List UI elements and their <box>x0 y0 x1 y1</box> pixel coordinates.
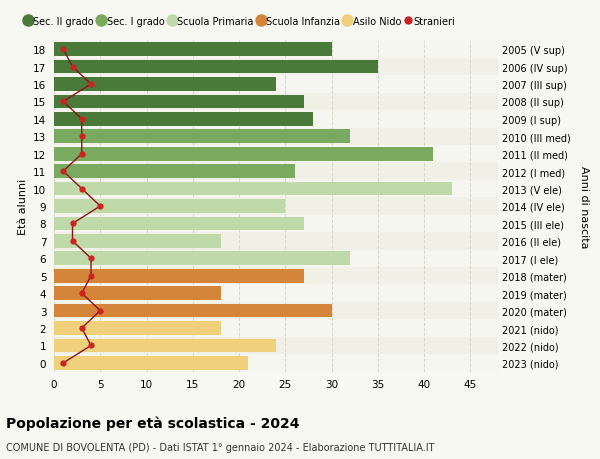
Bar <box>54 165 295 179</box>
Bar <box>54 180 498 198</box>
Bar <box>54 111 498 128</box>
Text: Popolazione per età scolastica - 2024: Popolazione per età scolastica - 2024 <box>6 415 299 430</box>
Y-axis label: Età alunni: Età alunni <box>17 179 28 235</box>
Bar <box>54 95 304 109</box>
Bar <box>54 235 221 248</box>
Y-axis label: Anni di nascita: Anni di nascita <box>579 165 589 248</box>
Bar <box>54 285 498 302</box>
Bar <box>54 41 498 59</box>
Text: COMUNE DI BOVOLENTA (PD) - Dati ISTAT 1° gennaio 2024 - Elaborazione TUTTITALIA.: COMUNE DI BOVOLENTA (PD) - Dati ISTAT 1°… <box>6 442 434 452</box>
Bar <box>54 250 498 268</box>
Bar <box>54 356 248 370</box>
Bar <box>54 217 304 231</box>
Bar <box>54 215 498 233</box>
Bar <box>54 130 350 144</box>
Bar <box>54 182 452 196</box>
Bar <box>54 269 304 283</box>
Bar <box>54 200 285 213</box>
Bar <box>54 319 498 337</box>
Bar <box>54 146 498 163</box>
Bar <box>54 78 276 92</box>
Bar <box>54 354 498 372</box>
Bar <box>54 304 331 318</box>
Legend: Sec. II grado, Sec. I grado, Scuola Primaria, Scuola Infanzia, Asilo Nido, Stran: Sec. II grado, Sec. I grado, Scuola Prim… <box>22 13 459 31</box>
Bar <box>54 252 350 265</box>
Bar <box>54 339 276 353</box>
Bar <box>54 321 221 335</box>
Bar <box>54 287 221 300</box>
Bar <box>54 43 331 57</box>
Bar <box>54 148 433 161</box>
Bar <box>54 61 378 74</box>
Bar <box>54 113 313 126</box>
Bar <box>54 76 498 94</box>
